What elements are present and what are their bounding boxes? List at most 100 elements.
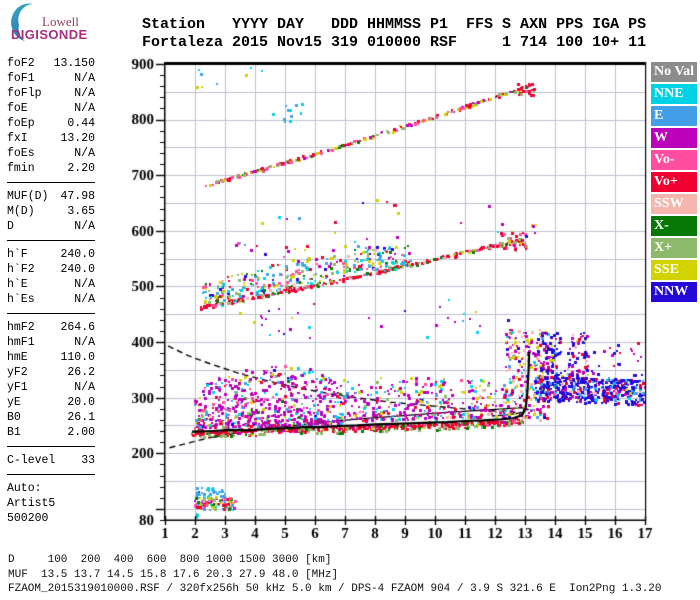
legend-item-w: W [651,128,697,148]
param-value: 20.0 [67,396,95,409]
param-row-fxi: fxI 13.20 [7,131,95,146]
param-label: foE [7,102,28,115]
panel-divider [7,474,95,475]
param-row-hmf1: hmF1 N/A [7,335,95,350]
param-value: 2.20 [67,162,95,175]
param-label: yE [7,396,21,409]
param-row-yf2: yF2 26.2 [7,365,95,380]
param-row-foe: foE N/A [7,101,95,116]
param-row-foes: foEs N/A [7,146,95,161]
muf-distance-row: D 100 200 400 600 800 1000 1500 3000 [km… [8,554,332,566]
legend-item-x+: X+ [651,238,697,258]
param-row-hes: h`Es N/A [7,292,95,307]
param-label: hmF1 [7,336,35,349]
parameter-panel: foF2 13.150 foF1 N/A foFlp N/A foE N/A foEp 0.44 f… [7,56,95,526]
legend-item-x-: X- [651,216,697,236]
logo-digisonde-text: DIGISONDE [11,27,88,42]
file-info-row: FZAOM_2015319010000.RSF / 320fx256h 50 k… [8,583,662,595]
auto-scaler-line: 500200 [7,512,49,525]
param-label: h`Es [7,293,35,306]
param-row-b0: B0 26.1 [7,410,95,425]
param-row-fof2: foF2 13.150 [7,56,95,71]
param-label: MUF(D) [7,190,49,203]
param-value: 26.1 [67,411,95,424]
param-value: 33 [81,454,95,467]
param-value: N/A [74,220,95,233]
param-label: B1 [7,426,21,439]
param-value: N/A [74,72,95,85]
param-label: foF2 [7,57,35,70]
legend-item-noval: No Val [651,62,697,82]
param-row-mufd: MUF(D) 47.98 [7,189,95,204]
param-label: foEp [7,117,35,130]
param-label: fmin [7,162,35,175]
param-value: N/A [74,381,95,394]
param-label: B0 [7,411,21,424]
param-row-he: h`E N/A [7,277,95,292]
header-readout: Station YYYY DAY DDD HHMMSS P1 FFS S AXN… [142,16,646,52]
footer-readout: D 100 200 400 600 800 1000 1500 3000 [km… [8,553,662,597]
param-label: h`F [7,248,28,261]
logo-crescent-icon [11,3,33,41]
auto-scaler-line: Artist5 [7,497,56,510]
param-label: foFlp [7,87,42,100]
logo-lowell-text: Lowell [42,14,79,29]
panel-divider [7,182,95,183]
param-label: foEs [7,147,35,160]
param-row-ye: yE 20.0 [7,395,95,410]
auto-scaler-line: Auto: [7,482,42,495]
param-value: N/A [74,87,95,100]
param-value: 240.0 [60,263,95,276]
param-row-d: D N/A [7,219,95,234]
legend-item-vo+: Vo+ [651,172,697,192]
param-row-foflp: foFlp N/A [7,86,95,101]
param-value: 13.20 [60,132,95,145]
param-value: 240.0 [60,248,95,261]
param-value: 3.65 [67,205,95,218]
panel-divider [7,240,95,241]
param-value: 264.6 [60,321,95,334]
lowell-digisonde-logo: Lowell DIGISONDE [6,2,136,46]
param-value: 110.0 [60,351,95,364]
panel-divider [7,313,95,314]
panel-divider [7,446,95,447]
param-label: hmF2 [7,321,35,334]
param-label: h`F2 [7,263,35,276]
param-label: M(D) [7,205,35,218]
param-value: N/A [74,278,95,291]
legend-item-sse: SSE [651,260,697,280]
param-value: N/A [74,147,95,160]
param-label: foF1 [7,72,35,85]
param-value: N/A [74,102,95,115]
param-row-fmin: fmin 2.20 [7,161,95,176]
param-row-yf1: yF1 N/A [7,380,95,395]
legend-item-e: E [651,106,697,126]
param-row-hme: hmE 110.0 [7,350,95,365]
param-row-hmf2: hmF2 264.6 [7,320,95,335]
param-value: 26.2 [67,366,95,379]
param-value: 0.44 [67,117,95,130]
param-value: 2.00 [67,426,95,439]
param-label: D [7,220,14,233]
header-line-columns: Station YYYY DAY DDD HHMMSS P1 FFS S AXN… [142,16,647,33]
param-value: N/A [74,336,95,349]
param-value: 13.150 [53,57,95,70]
param-label: C-level [7,454,56,467]
param-row-fof1: foF1 N/A [7,71,95,86]
echo-direction-legend: No Val NNE E W Vo- Vo+ SSW X- X+ SSE NNW [651,62,698,304]
param-value: 47.98 [60,190,95,203]
param-row-hf2: h`F2 240.0 [7,262,95,277]
param-row-md: M(D) 3.65 [7,204,95,219]
param-label: h`E [7,278,28,291]
param-label: yF2 [7,366,28,379]
legend-item-vo-: Vo- [651,150,697,170]
param-label: yF1 [7,381,28,394]
legend-item-ssw: SSW [651,194,697,214]
param-label: hmE [7,351,28,364]
param-label: fxI [7,132,28,145]
header-line-values: Fortaleza 2015 Nov15 319 010000 RSF 1 71… [142,34,647,51]
param-row-hf: h`F 240.0 [7,247,95,262]
legend-item-nne: NNE [651,84,697,104]
